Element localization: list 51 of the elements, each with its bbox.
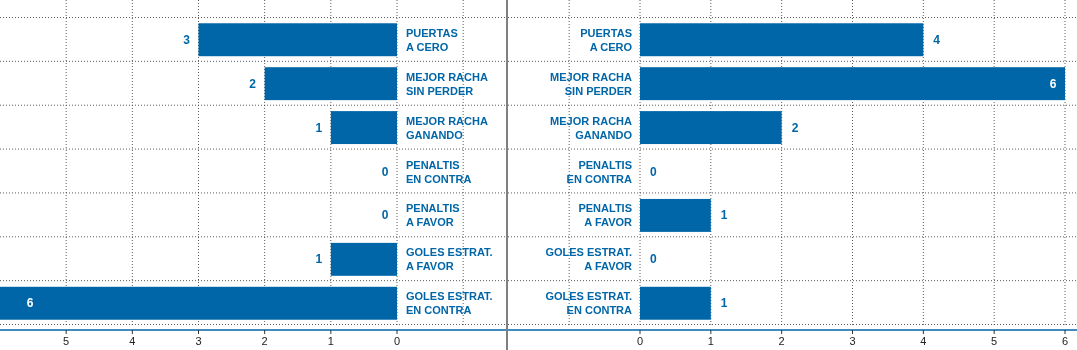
- data-label: 0: [381, 208, 389, 223]
- x-tick-label: 5: [991, 335, 998, 347]
- y-tick-label: MEJOR RACHA GANANDO: [406, 114, 488, 141]
- bar: [330, 111, 397, 145]
- bar: [640, 67, 1065, 101]
- bar: [640, 198, 711, 232]
- y-tick-label: PUERTAS A CERO: [580, 26, 633, 53]
- data-label: 1: [720, 208, 728, 223]
- bar: [640, 23, 924, 57]
- data-label: 0: [650, 252, 657, 267]
- y-tick-label: PUERTAS A CERO: [406, 26, 458, 53]
- x-tick-label: 2: [261, 335, 268, 347]
- x-tick-label: 0: [636, 335, 644, 347]
- data-label: 0: [381, 164, 389, 179]
- y-tick-label: GOLES ESTRAT. A FAVOR: [545, 246, 633, 273]
- bar: [330, 242, 397, 276]
- y-tick-label: PENALTIS A FAVOR: [578, 202, 633, 229]
- data-label: 1: [315, 252, 323, 267]
- data-label: 1: [720, 296, 728, 311]
- data-label: 1: [315, 120, 323, 135]
- x-tick-label: 1: [707, 335, 714, 347]
- y-tick-label: MEJOR RACHA GANANDO: [550, 114, 633, 141]
- data-label: 2: [249, 76, 257, 91]
- y-tick-label: MEJOR RACHA SIN PERDER: [406, 70, 488, 97]
- bar: [198, 23, 397, 57]
- y-tick-label: GOLES ESTRAT. A FAVOR: [406, 246, 493, 273]
- data-label: 6: [26, 296, 34, 311]
- data-label: 0: [650, 164, 657, 179]
- x-tick-label: 6: [1061, 335, 1069, 347]
- x-tick-label: 4: [129, 335, 136, 347]
- x-tick-label: 3: [195, 335, 202, 347]
- y-tick-label: PENALTIS EN CONTRA: [406, 158, 472, 185]
- y-tick-label: GOLES ESTRAT. EN CONTRA: [406, 290, 493, 317]
- y-tick-label: PENALTIS A FAVOR: [406, 202, 460, 229]
- data-label: 6: [1049, 76, 1057, 91]
- data-label: 2: [791, 120, 799, 135]
- bar: [264, 67, 397, 101]
- x-tick-label: 4: [920, 335, 927, 347]
- x-tick-label: 2: [778, 335, 785, 347]
- y-tick-label: GOLES ESTRAT. EN CONTRA: [545, 290, 633, 317]
- x-tick-label: 0: [393, 335, 401, 347]
- data-label: 4: [933, 32, 941, 47]
- x-tick-label: 1: [327, 335, 334, 347]
- bar: [640, 111, 782, 145]
- data-label: 3: [183, 32, 191, 47]
- bar: [640, 286, 711, 320]
- bar: [0, 286, 397, 320]
- y-tick-label: MEJOR RACHA SIN PERDER: [550, 70, 633, 97]
- y-tick-label: PENALTIS EN CONTRA: [566, 158, 633, 185]
- x-tick-label: 3: [849, 335, 856, 347]
- x-tick-label: 5: [63, 335, 70, 347]
